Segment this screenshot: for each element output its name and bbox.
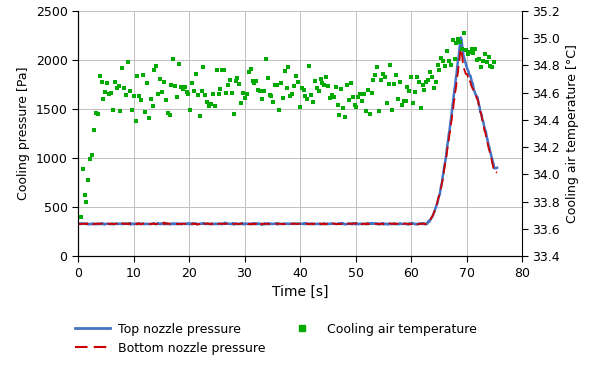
- Legend: Top nozzle pressure, Bottom nozzle pressure, Cooling air temperature: Top nozzle pressure, Bottom nozzle press…: [70, 317, 482, 360]
- X-axis label: Time [s]: Time [s]: [272, 285, 328, 299]
- Y-axis label: Cooling air temperature [°C]: Cooling air temperature [°C]: [566, 44, 579, 223]
- Y-axis label: Cooling pressure [Pa]: Cooling pressure [Pa]: [17, 67, 30, 200]
